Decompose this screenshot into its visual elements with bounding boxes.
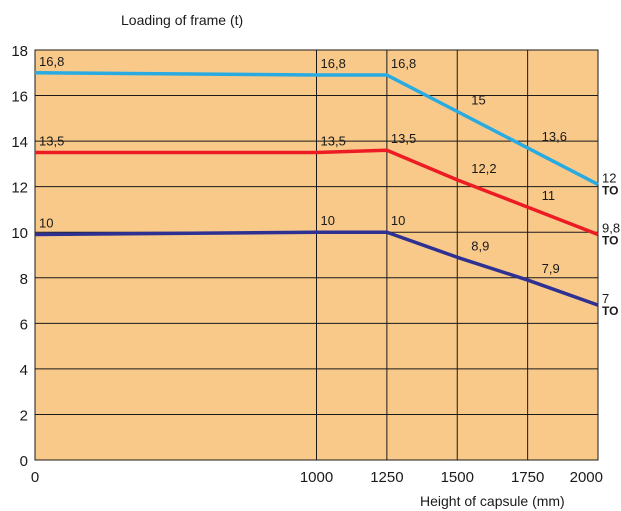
data-label: 12,2 [471, 161, 496, 176]
data-label: 13,5 [39, 134, 64, 149]
data-label: 10 [391, 213, 405, 228]
data-label: 9,8 [602, 221, 620, 236]
series-line-2 [35, 148, 599, 237]
data-label: 13,5 [321, 134, 346, 149]
data-label: 8,9 [471, 238, 489, 253]
data-label: 10 [321, 213, 335, 228]
series-line-1 [34, 71, 599, 186]
y-tick-label: 14 [11, 134, 28, 151]
x-tick-label: 2000 [570, 469, 603, 486]
data-label: 13,5 [391, 131, 416, 146]
data-label: 12 [602, 170, 616, 185]
x-tick-label: 1500 [441, 469, 474, 486]
y-tick-label: 12 [11, 180, 28, 197]
data-label: 10 [39, 216, 53, 231]
y-tick-label: 6 [20, 316, 28, 333]
y-tick-label: 18 [11, 43, 28, 60]
y-tick-label: 0 [20, 453, 28, 470]
y-tick-label: 2 [20, 407, 28, 424]
data-label: 16,8 [39, 54, 64, 69]
series-end-label: TO [602, 304, 618, 318]
series-line-3 [34, 230, 599, 307]
series-lines [34, 71, 599, 307]
x-tick-label: 1750 [511, 469, 544, 486]
x-tick-label: 1000 [300, 469, 333, 486]
data-label: 16,8 [321, 56, 346, 71]
y-tick-labels: 0 2 4 6 8 10 12 14 16 18 [11, 43, 28, 470]
x-tick-label: 0 [31, 469, 39, 486]
data-label: 7,9 [542, 261, 560, 276]
y-tick-label: 10 [11, 225, 28, 242]
data-label: 13,6 [542, 129, 567, 144]
series-end-label: TO [602, 183, 618, 197]
y-tick-label: 16 [11, 89, 28, 106]
data-label: 15 [471, 93, 485, 108]
x-tick-labels: 0 1000 1250 1500 1750 2000 [31, 469, 603, 486]
x-axis-title: Height of capsule (mm) [420, 493, 565, 509]
x-tick-label: 1250 [370, 469, 403, 486]
y-tick-label: 4 [20, 362, 28, 379]
series-end-label: TO [602, 234, 618, 248]
data-label: 7 [602, 291, 609, 306]
y-axis-title: Loading of frame (t) [121, 12, 243, 28]
data-label: 11 [542, 188, 556, 203]
y-tick-label: 8 [20, 271, 28, 288]
data-label: 16,8 [391, 56, 416, 71]
